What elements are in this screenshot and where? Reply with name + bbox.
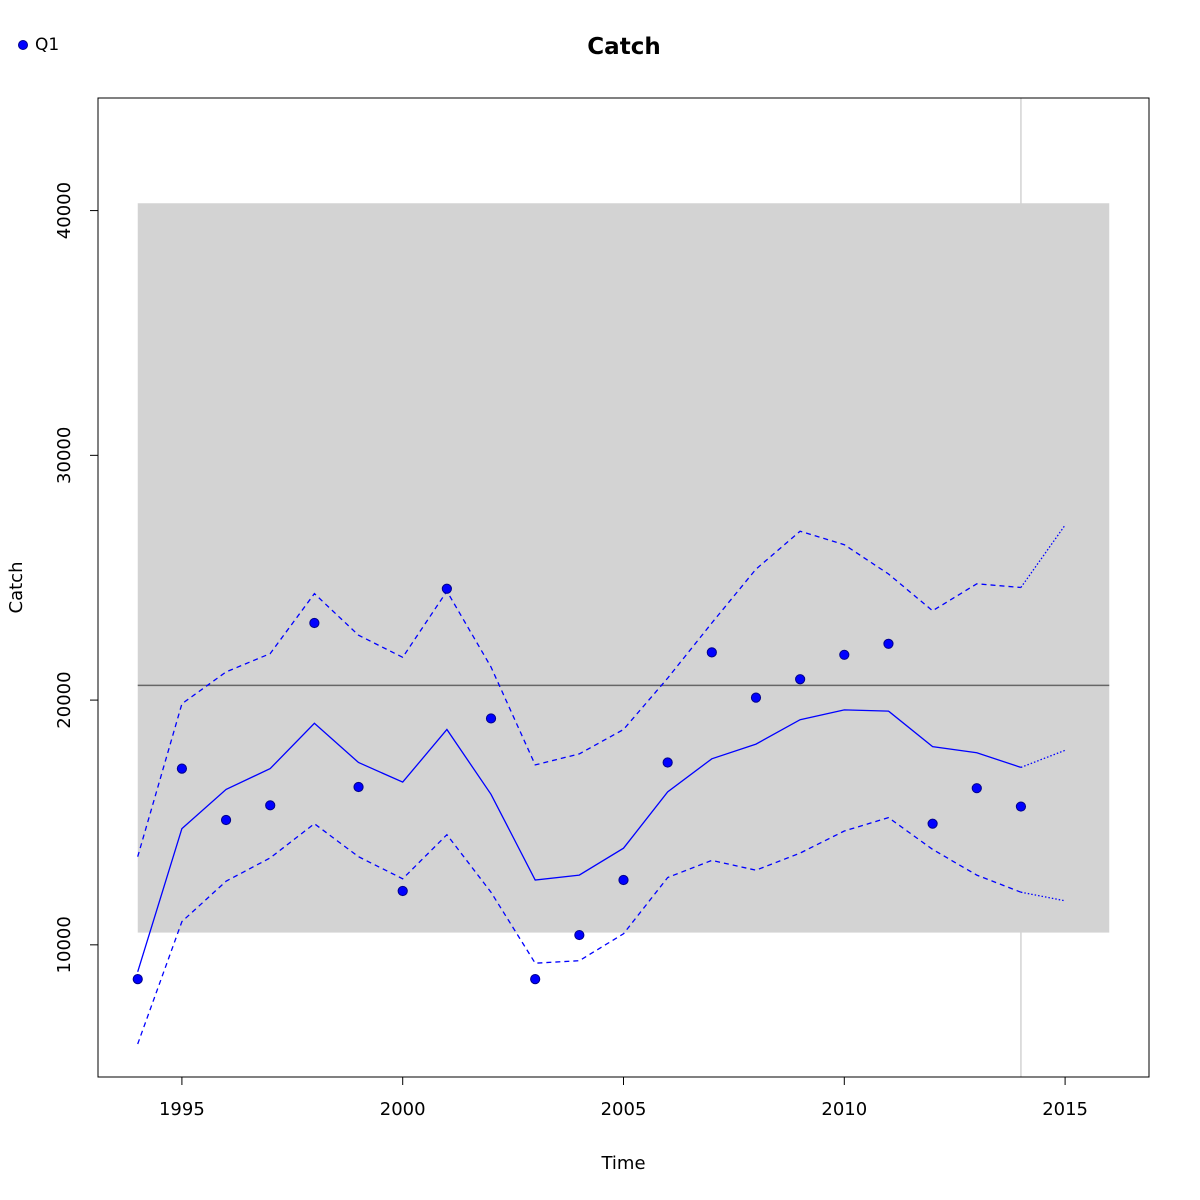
data-point [662,757,673,768]
y-axis-label: Catch [6,562,27,614]
y-tick-label: 10000 [54,916,75,973]
series-forecast-upper-line [1020,524,1066,588]
x-tick-label: 1995 [159,1099,205,1120]
data-point [530,974,541,985]
data-point [176,763,188,774]
data-point [883,638,894,649]
data-point [706,647,717,658]
data-point [353,781,364,793]
y-tick-label: 30000 [54,427,75,484]
x-tick-label: 2015 [1042,1099,1088,1120]
legend: Q1 [18,35,59,55]
series-forecast-lower-line [1020,891,1066,902]
data-point [750,692,762,703]
data-point [132,974,143,985]
x-tick-label: 2010 [821,1099,867,1120]
data-point [397,885,408,897]
data-point [795,674,806,685]
legend-label: Q1 [35,35,60,55]
legend-marker [18,40,28,50]
data-point [971,783,982,794]
data-point [574,929,585,941]
shaded-band [137,203,1110,933]
data-point [927,818,938,829]
y-tick-label: 20000 [54,671,75,728]
x-tick-label: 2005 [601,1099,647,1120]
chart-title: Catch [587,34,661,60]
y-tick-label: 40000 [54,182,75,239]
series-upper-bound-line [137,530,1021,857]
data-point [839,649,850,660]
data-point [309,617,320,629]
data-point [1015,801,1027,812]
data-point [220,814,232,826]
x-tick-label: 2000 [380,1099,426,1120]
data-point [265,800,276,811]
data-point [485,713,497,724]
series-fit-line [137,709,1022,972]
data-point [441,583,452,594]
x-axis-label: Time [600,1153,645,1174]
series-forecast-line [1020,749,1066,769]
data-point [618,874,629,886]
